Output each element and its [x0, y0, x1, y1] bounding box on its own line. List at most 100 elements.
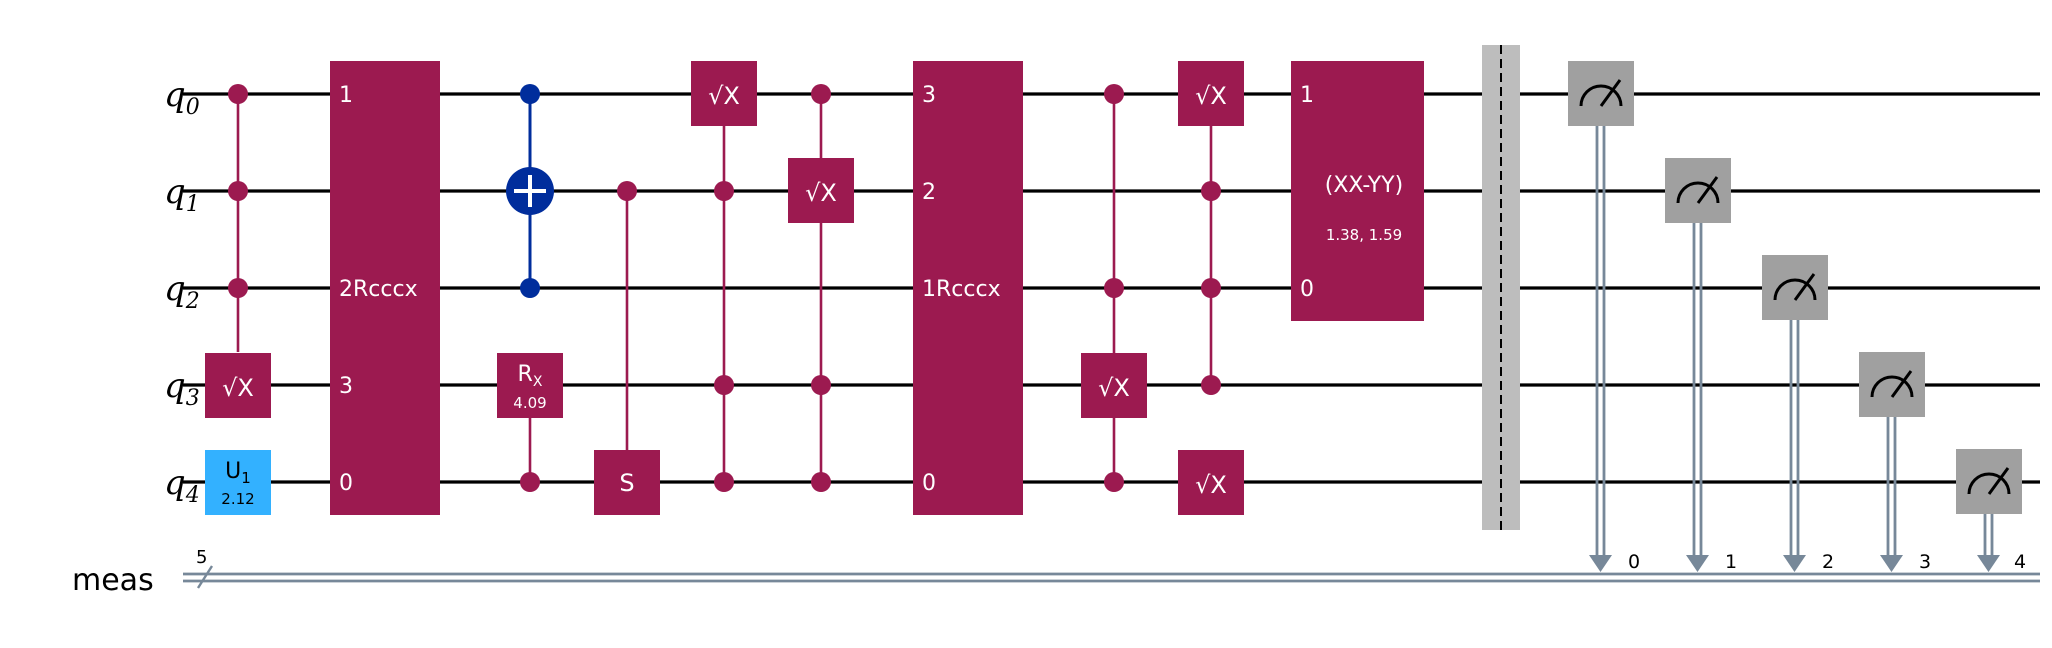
u1-gate-param: 2.12	[221, 490, 254, 508]
rcccx-pin-q4: 0	[339, 471, 353, 496]
c3sx-gate-5[interactable]: √X	[1178, 61, 1244, 395]
control-dot	[811, 84, 831, 104]
sx-gate-box	[205, 353, 271, 418]
measure-box	[1665, 158, 1731, 223]
control-dot	[228, 84, 248, 104]
u1-gate-label: U1	[225, 459, 251, 487]
sx-gate-label: √X	[1195, 471, 1227, 499]
barrier[interactable]	[1482, 45, 1520, 530]
meter-arc-icon	[1870, 375, 1914, 398]
meter-needle-icon	[1890, 370, 1913, 398]
classical-register-size: 5	[196, 547, 207, 568]
sx-gate-box	[788, 158, 854, 223]
measure-box	[1859, 352, 1925, 417]
rcccx-gate-box	[913, 61, 1023, 515]
classical-bundle-slash	[196, 565, 214, 589]
sx-gate-q4[interactable]: √X	[1178, 450, 1244, 515]
qubit-label-q3: q3	[164, 366, 200, 411]
control-dot	[1104, 84, 1124, 104]
sx-gate-box	[1178, 61, 1244, 126]
meter-needle-icon	[1696, 176, 1719, 204]
control-dot	[714, 472, 734, 492]
rcccx-pin-q0: 1	[339, 83, 353, 108]
xxyy-pin-top: 1	[1300, 83, 1314, 108]
rcccx-pin-q1: 2	[922, 180, 936, 205]
qubit-label-q1: q1	[164, 172, 200, 217]
control-dot	[1201, 181, 1221, 201]
control-dot	[714, 375, 734, 395]
measure-q1[interactable]: 1	[1665, 158, 1737, 573]
control-dot	[1104, 278, 1124, 298]
control-dot	[1201, 278, 1221, 298]
measure-arrow	[1589, 555, 1612, 572]
qubit-label-q2: q2	[164, 269, 200, 314]
measure-box	[1568, 61, 1634, 126]
c3sx-gate-2[interactable]: √X	[691, 61, 757, 492]
sx-gate-label: √X	[222, 374, 254, 402]
rcccx-gate-2[interactable]: 3 2 1Rcccx 0	[913, 61, 1023, 515]
measure-q0[interactable]: 0	[1568, 61, 1640, 573]
classical-wire: 5	[183, 547, 2040, 589]
u1-gate-box	[205, 450, 271, 515]
xxyy-pin-bottom: 0	[1300, 277, 1314, 302]
rcccx-gate-1[interactable]: 1 2Rcccx 3 0	[330, 61, 440, 515]
measure-bit-label: 3	[1919, 551, 1931, 573]
measure-box	[1762, 255, 1828, 320]
meter-needle-icon	[1599, 79, 1622, 107]
meter-arc-icon	[1676, 181, 1720, 204]
cs-gate[interactable]: S	[594, 181, 660, 515]
rcccx-pin-q4: 0	[922, 471, 936, 496]
xxyy-gate-params: 1.38, 1.59	[1326, 226, 1402, 244]
measure-bit-label: 1	[1725, 551, 1737, 573]
s-gate-box	[594, 450, 660, 515]
control-dot	[228, 278, 248, 298]
classical-register-label: meas	[72, 563, 154, 598]
control-dot	[617, 181, 637, 201]
meter-needle-icon	[1987, 467, 2010, 495]
rx-gate-box	[497, 353, 563, 418]
measure-arrow	[1783, 555, 1806, 572]
ccx-gate[interactable]	[506, 84, 554, 298]
u1-gate[interactable]: U1 2.12	[205, 450, 271, 515]
rx-gate-param: 4.09	[513, 394, 546, 412]
meter-arc-icon	[1773, 278, 1817, 301]
control-dot	[811, 375, 831, 395]
sx-gate-box	[691, 61, 757, 126]
sx-gate-label: √X	[1098, 374, 1130, 402]
rcccx-pin-q3: 3	[339, 374, 353, 399]
rcccx-pin-q2: 2Rcccx	[339, 277, 418, 302]
measure-q2[interactable]: 2	[1762, 255, 1834, 573]
control-dot	[1104, 472, 1124, 492]
measure-arrow	[1977, 555, 2000, 572]
control-dot	[520, 472, 540, 492]
control-dot	[811, 472, 831, 492]
c3sx-gate-3[interactable]: √X	[788, 84, 854, 492]
s-gate-label: S	[619, 469, 634, 497]
measure-bit-label: 0	[1628, 551, 1640, 573]
sx-gate-label: √X	[805, 179, 837, 207]
meter-arc-icon	[1967, 472, 2011, 495]
measure-q3[interactable]: 3	[1859, 352, 1931, 573]
measure-q4[interactable]: 4	[1956, 449, 2026, 573]
qubit-label-q4: q4	[164, 463, 200, 508]
qubit-label-q0: q0	[164, 75, 200, 120]
sx-gate-box	[1081, 353, 1147, 418]
xxyy-gate-box	[1291, 61, 1424, 321]
control-dot	[714, 181, 734, 201]
c3sx-gate-4[interactable]: √X	[1081, 84, 1147, 492]
rcccx-gate-box	[330, 61, 440, 515]
c3sx-gate-1[interactable]: √X	[205, 84, 271, 418]
control-dot	[520, 278, 540, 298]
crx-gate[interactable]: RX 4.09	[497, 353, 563, 492]
sx-gate-box	[1178, 450, 1244, 515]
measure-bit-label: 4	[2014, 551, 2026, 573]
measure-bit-label: 2	[1822, 551, 1834, 573]
measure-arrow	[1880, 555, 1903, 572]
xxyy-gate-label: (XX-YY)	[1325, 173, 1403, 198]
meter-needle-icon	[1793, 273, 1816, 301]
measure-arrow	[1686, 555, 1709, 572]
sx-gate-label: √X	[708, 82, 740, 110]
xx-minus-yy-gate[interactable]: 1 0 (XX-YY) 1.38, 1.59	[1291, 61, 1424, 321]
rx-gate-label: RX	[518, 362, 543, 390]
